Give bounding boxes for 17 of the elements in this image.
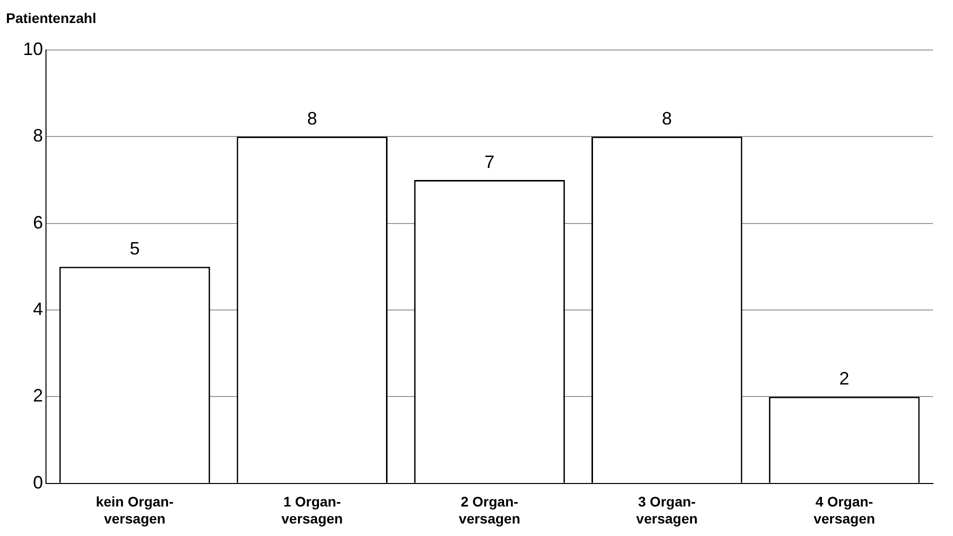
data-label: 8: [662, 108, 672, 129]
x-tick-label: 4 Organ- versagen: [814, 494, 876, 526]
x-tick-label: 1 Organ- versagen: [281, 494, 343, 526]
y-tick-label: 8: [33, 126, 44, 146]
x-tick-label: kein Organ- versagen: [96, 494, 174, 526]
x-tick-label: 2 Organ- versagen: [458, 494, 520, 526]
y-axis-title: Patientenzahl: [6, 10, 96, 26]
data-label: 5: [130, 238, 140, 259]
data-label: 8: [307, 108, 318, 129]
y-tick-label: 10: [22, 38, 44, 59]
data-label: 2: [839, 368, 850, 389]
y-tick-label: 0: [33, 472, 44, 492]
y-tick-label: 4: [33, 299, 44, 320]
x-tick-label: 3 Organ- versagen: [636, 494, 698, 526]
data-label: 7: [484, 152, 495, 172]
y-tick-label: 6: [33, 212, 44, 232]
y-tick-label: 2: [33, 386, 44, 406]
